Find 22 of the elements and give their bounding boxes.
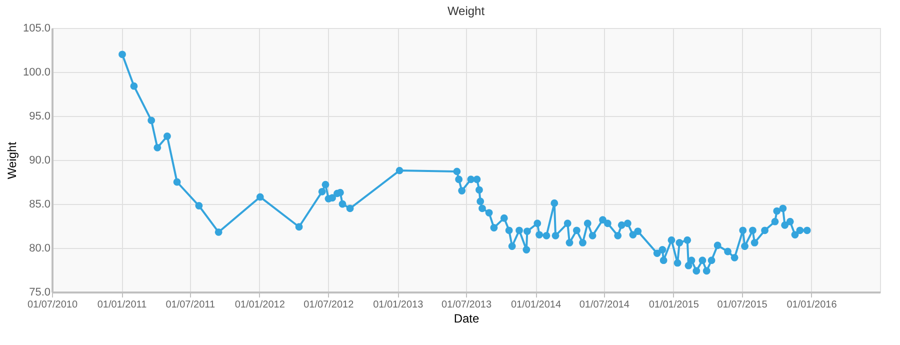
x-tick-label: 01/01/2014	[510, 300, 562, 310]
y-tick-label: 85.0	[29, 198, 50, 210]
y-tick-label: 105.0	[22, 22, 50, 34]
x-tick-label: 01/01/2011	[97, 300, 148, 310]
x-tick-label: 01/07/2012	[304, 300, 354, 310]
x-tick-label: 01/07/2013	[441, 300, 492, 310]
x-axis-title: Date	[454, 312, 480, 326]
x-tick-label: 01/07/2014	[579, 300, 630, 310]
x-tick-label: 01/07/2015	[717, 300, 768, 310]
y-tick-label: 95.0	[29, 110, 50, 122]
y-axis-title: Weight	[4, 141, 19, 180]
x-tick-label: 01/07/2011	[166, 300, 216, 310]
x-tick-label: 01/01/2012	[234, 300, 286, 310]
x-tick-label: 01/07/2010	[27, 300, 78, 310]
x-tick-label: 01/01/2013	[373, 300, 424, 310]
x-tick-label: 01/01/2015	[648, 300, 700, 310]
y-tick-label: 100.0	[22, 66, 50, 78]
y-tick-label: 90.0	[29, 154, 50, 166]
y-tick-label: 80.0	[29, 242, 50, 254]
y-tick-label: 75.0	[29, 286, 50, 298]
x-tick-label: 01/01/2016	[786, 300, 838, 310]
chart-title: Weight	[447, 4, 486, 18]
